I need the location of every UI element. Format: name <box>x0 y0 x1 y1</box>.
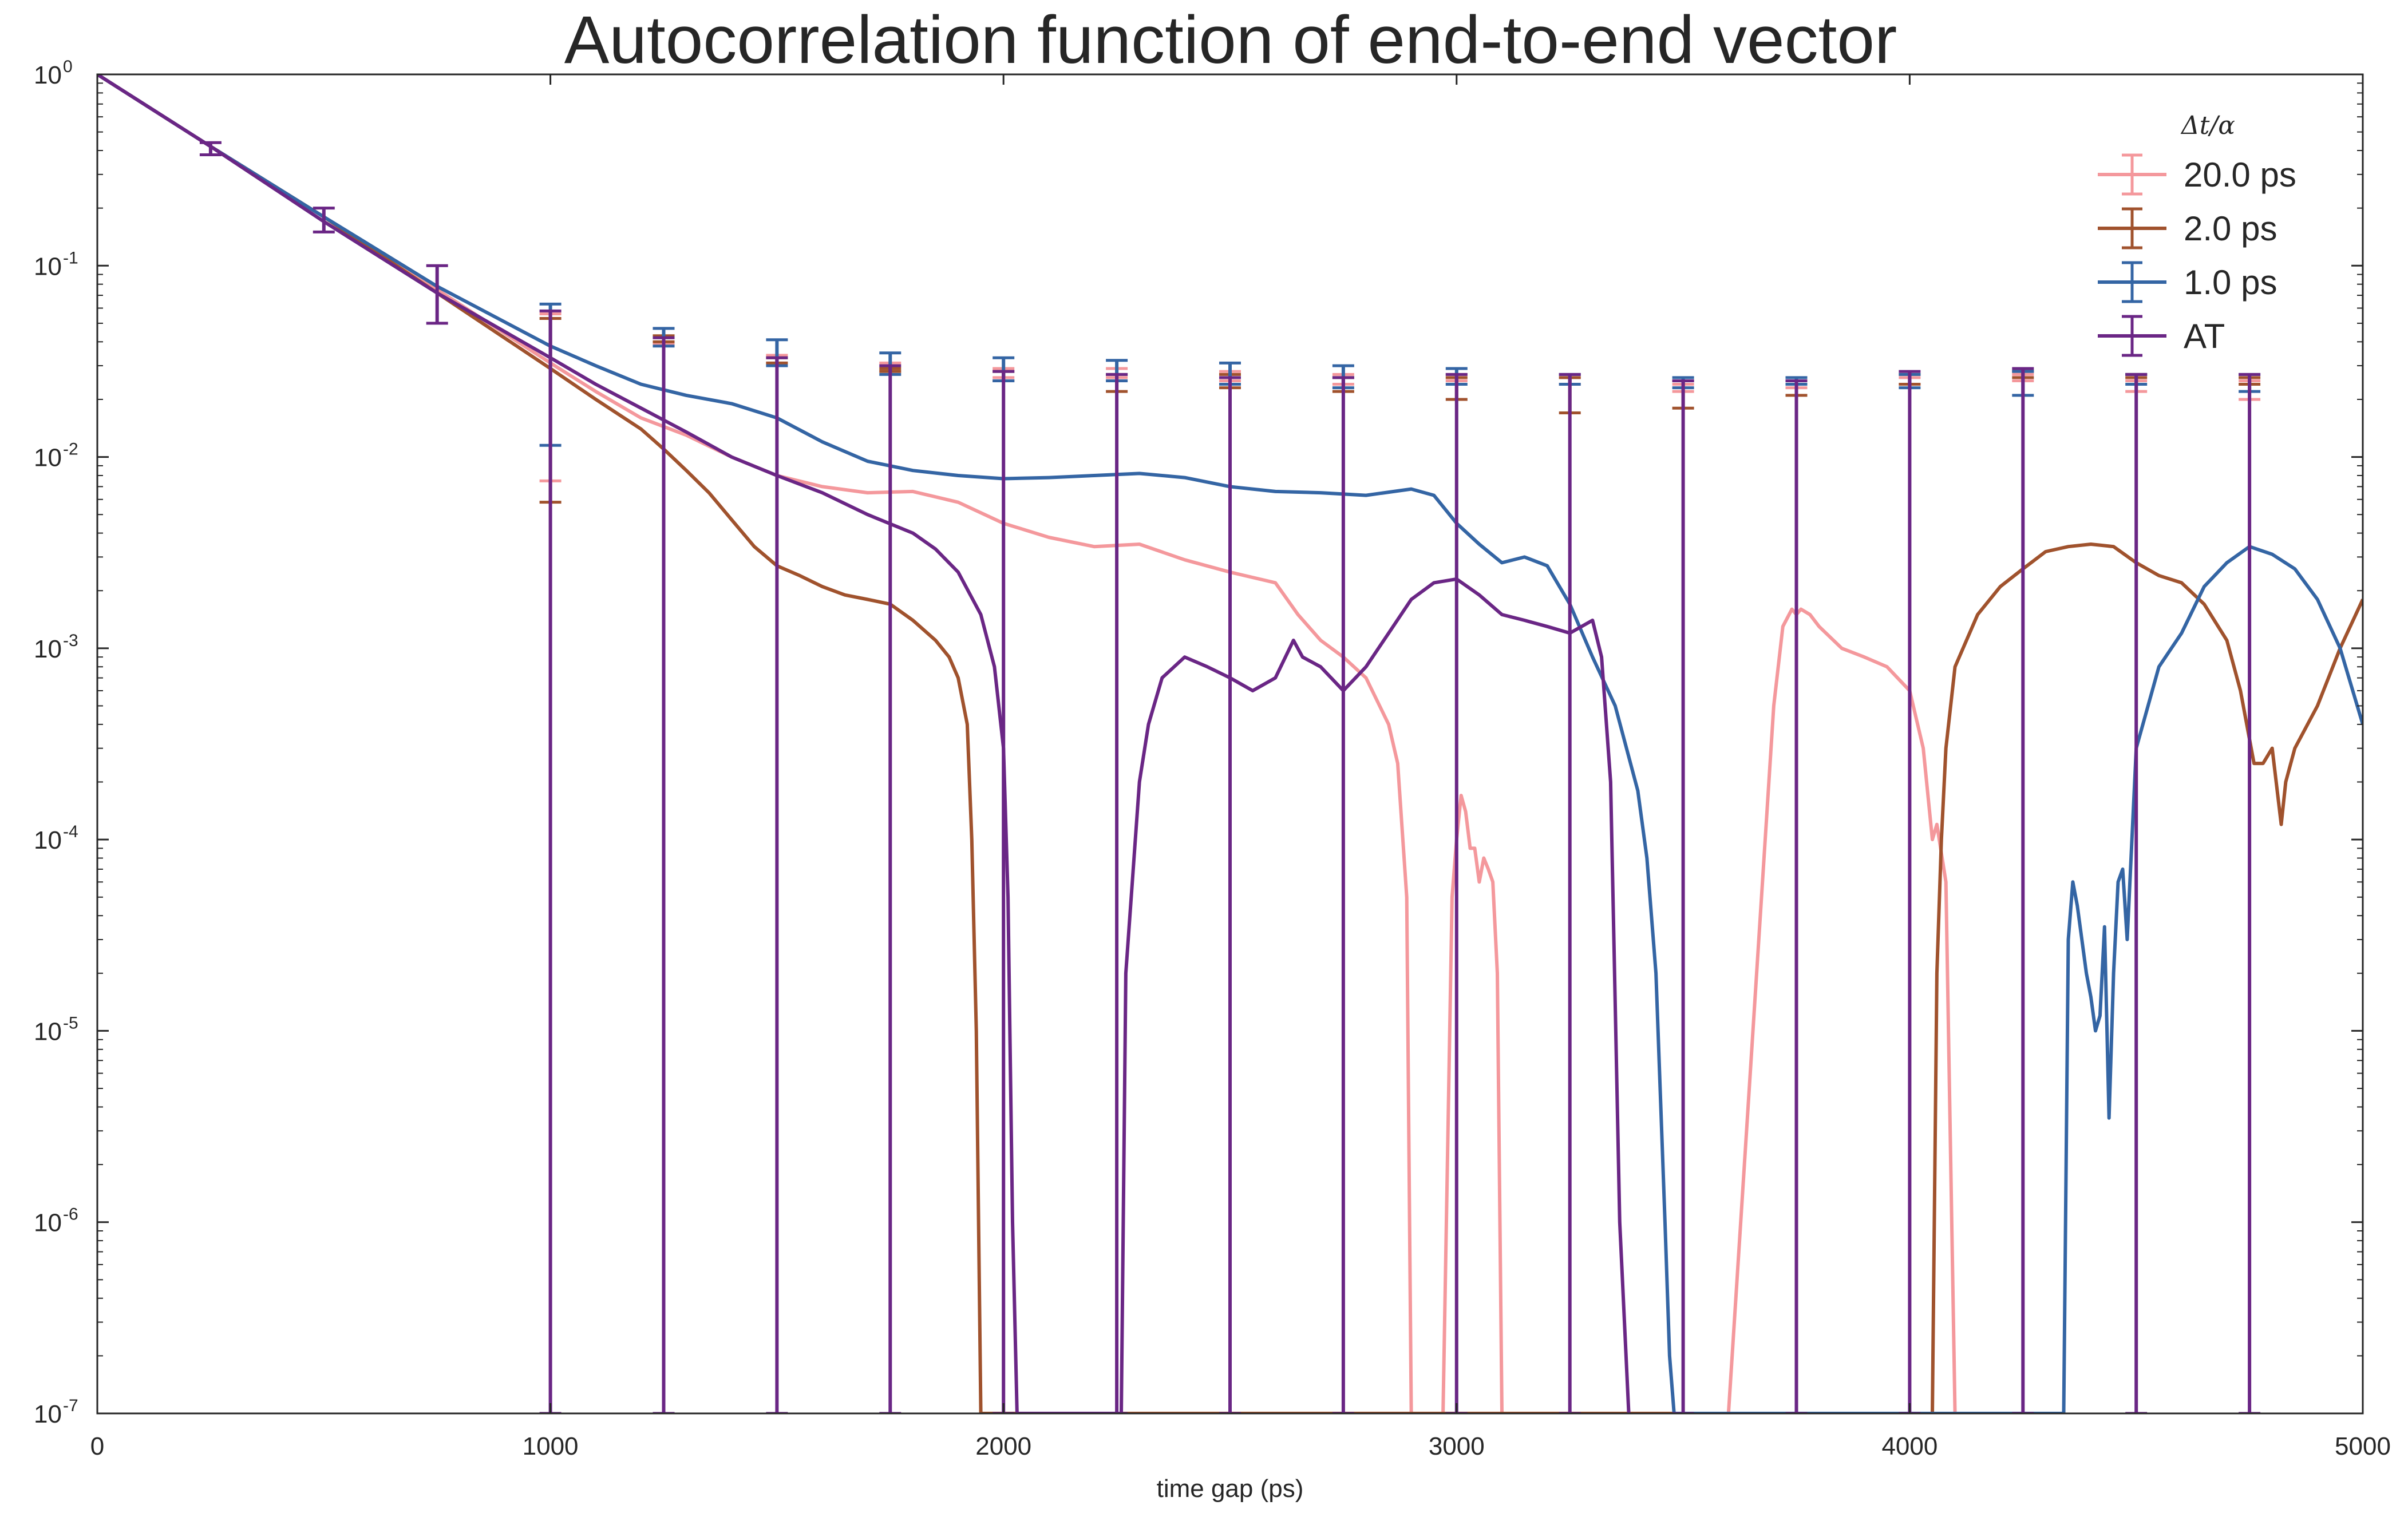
legend: Δt/α 20.0 ps 2.0 ps 1.0 ps AT <box>2098 111 2296 357</box>
errorbar-layer <box>199 141 2261 1413</box>
y-tick-label: 10 <box>34 61 62 89</box>
error-bar-at <box>1445 373 1468 1413</box>
error-bar-at <box>993 370 1015 1413</box>
series-line-2-0-ps <box>97 74 2363 1413</box>
legend-item-1-0-ps: 1.0 ps <box>2098 261 2277 303</box>
y-tick-exponent: -3 <box>63 631 78 650</box>
error-bar-at <box>426 264 448 325</box>
x-tick-label: 2000 <box>975 1432 1031 1460</box>
chart-title: Autocorrelation function of end-to-end v… <box>564 2 1897 78</box>
x-tick-label: 3000 <box>1429 1432 1485 1460</box>
y-tick-exponent: -2 <box>63 440 78 459</box>
x-tick-label: 4000 <box>1881 1432 1938 1460</box>
error-bar-at <box>2012 367 2034 1413</box>
error-bar-at <box>2125 373 2148 1413</box>
legend-label: 20.0 ps <box>2184 156 2296 194</box>
y-tick-exponent: -7 <box>63 1396 78 1415</box>
error-bar-at <box>1559 373 1581 1413</box>
error-bar-at <box>1899 370 1921 1413</box>
error-bar-at <box>1106 373 1128 1413</box>
error-bar-at <box>2239 373 2261 1413</box>
x-tick-label: 1000 <box>523 1432 579 1460</box>
series-line-1-0-ps <box>97 74 2363 1413</box>
y-tick-label: 10 <box>34 444 62 472</box>
plot-frame <box>96 73 2364 1415</box>
y-tick-label: 10 <box>34 635 62 663</box>
error-bar-at <box>1332 376 1354 1413</box>
y-tick-label: 10 <box>34 1017 62 1045</box>
error-bar-at <box>1672 379 1694 1413</box>
y-tick-label: 10 <box>34 826 62 854</box>
y-tick-label: 10 <box>34 1209 62 1237</box>
error-bar-at <box>766 356 788 1413</box>
y-tick-exponent: -5 <box>63 1013 78 1032</box>
y-tick-label: 10 <box>34 252 62 280</box>
legend-item-20-0-ps: 20.0 ps <box>2098 153 2296 196</box>
legend-entries: 20.0 ps 2.0 ps 1.0 ps AT <box>2098 153 2296 357</box>
error-bar-at <box>539 309 562 1413</box>
y-tick-exponent: -4 <box>63 822 78 841</box>
legend-item-2-0-ps: 2.0 ps <box>2098 207 2277 249</box>
series-line-at <box>97 74 1631 1413</box>
y-tick-exponent: -1 <box>63 248 78 267</box>
x-tick-label: 0 <box>90 1432 104 1460</box>
legend-label: 1.0 ps <box>2184 263 2277 302</box>
error-bar-at <box>879 364 901 1413</box>
error-bar-at <box>653 336 675 1413</box>
error-bar-at <box>199 141 222 156</box>
y-tick-label: 10 <box>34 1400 62 1428</box>
x-tick-label: 5000 <box>2335 1432 2391 1460</box>
legend-label: AT <box>2184 317 2225 355</box>
legend-item-at: AT <box>2098 315 2225 357</box>
legend-title: Δt/α <box>2180 111 2235 140</box>
y-tick-exponent: 0 <box>63 57 73 76</box>
x-axis-label: time gap (ps) <box>1157 1475 1304 1503</box>
error-bar-at <box>1219 376 1241 1413</box>
y-tick-exponent: -6 <box>63 1205 78 1224</box>
legend-label: 2.0 ps <box>2184 209 2277 248</box>
error-bar-at <box>1785 379 1808 1413</box>
error-bar-at <box>313 207 335 233</box>
